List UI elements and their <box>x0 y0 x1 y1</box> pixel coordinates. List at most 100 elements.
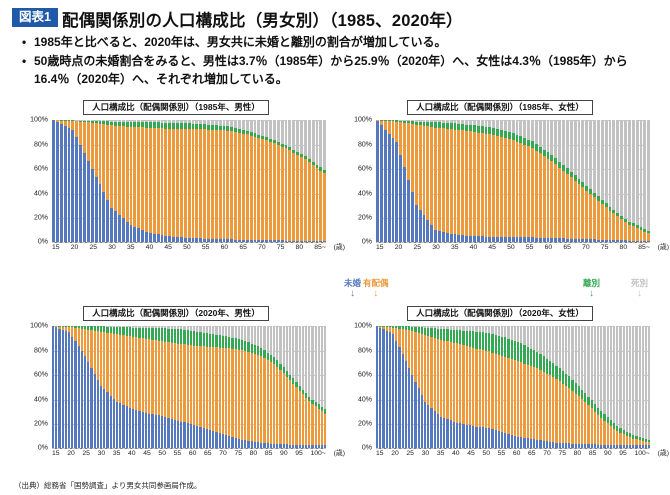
segment-未婚 <box>608 239 612 243</box>
x-tick-label: 45 <box>164 244 172 252</box>
segment-未婚 <box>110 207 113 243</box>
segment-離別 <box>417 327 420 333</box>
segment-有配偶 <box>71 327 74 337</box>
segment-未婚 <box>643 241 647 243</box>
segment-離別 <box>399 120 403 123</box>
segment-死別 <box>265 120 268 138</box>
segment-離別 <box>125 122 129 127</box>
segment-離別 <box>176 123 179 130</box>
segment-死別 <box>407 120 410 122</box>
segment-有配偶 <box>452 342 456 422</box>
segment-死別 <box>531 120 534 142</box>
segment-未婚 <box>532 439 536 449</box>
bar-age-21 <box>399 120 403 243</box>
segment-有配偶 <box>568 387 571 444</box>
bar-age-38 <box>449 326 452 449</box>
bar-age-17 <box>58 326 61 449</box>
bar-age-74 <box>240 326 244 449</box>
bar-age-17 <box>383 120 387 243</box>
segment-未婚 <box>388 332 392 449</box>
segment-有配偶 <box>488 351 491 429</box>
segment-未婚 <box>545 441 548 449</box>
segment-死別 <box>603 326 606 415</box>
bar-age-58 <box>542 120 546 243</box>
segment-離別 <box>183 329 186 345</box>
bar-age-87 <box>282 326 285 449</box>
segment-未婚 <box>116 401 119 449</box>
segment-有配偶 <box>480 133 484 237</box>
down-arrow-icon: ↓ <box>589 287 594 299</box>
segment-未婚 <box>55 122 59 243</box>
segment-離別 <box>77 326 80 329</box>
segment-未婚 <box>507 433 510 449</box>
bar-age-39 <box>145 120 148 243</box>
x-tick-label: 60 <box>512 450 521 458</box>
gridline <box>376 326 650 328</box>
segment-死別 <box>257 120 261 135</box>
segment-有配偶 <box>625 435 629 445</box>
bar-age-80 <box>303 120 307 243</box>
bar-age-76 <box>247 326 250 449</box>
bar-age-83 <box>593 326 597 449</box>
segment-離別 <box>250 343 253 353</box>
segment-死別 <box>172 120 175 123</box>
segment-未婚 <box>128 407 132 449</box>
segment-未婚 <box>298 444 301 449</box>
segment-離別 <box>132 327 135 337</box>
bar-age-16 <box>55 120 59 243</box>
bar-age-56 <box>534 120 538 243</box>
bar-age-70 <box>265 120 268 243</box>
segment-未婚 <box>590 444 593 449</box>
segment-離別 <box>109 326 112 334</box>
segment-有配偶 <box>90 330 93 368</box>
segment-未婚 <box>564 443 568 449</box>
bar-age-99 <box>321 326 324 449</box>
bar-age-89 <box>613 326 616 449</box>
segment-有配偶 <box>504 356 507 434</box>
segment-有配偶 <box>449 129 453 234</box>
segment-離別 <box>441 122 445 129</box>
segment-有配偶 <box>456 343 459 423</box>
bar-age-54 <box>500 326 504 449</box>
bar-age-42 <box>462 326 465 449</box>
segment-未婚 <box>79 145 82 243</box>
segment-有配偶 <box>228 348 231 437</box>
bar-age-49 <box>507 120 511 243</box>
x-tick-label: 15 <box>376 450 384 458</box>
segment-未婚 <box>639 240 643 243</box>
bar-age-82 <box>311 120 315 243</box>
segment-未婚 <box>284 240 288 243</box>
segment-離別 <box>507 338 510 358</box>
segment-離別 <box>480 126 484 134</box>
segment-離別 <box>300 153 303 157</box>
segment-死別 <box>410 120 414 122</box>
segment-死別 <box>98 120 102 122</box>
bar-age-50 <box>164 326 167 449</box>
bar-age-45 <box>492 120 496 243</box>
segment-死別 <box>170 326 173 329</box>
segment-有配偶 <box>523 144 527 238</box>
segment-死別 <box>469 120 472 125</box>
segment-有配偶 <box>215 347 218 433</box>
segment-未婚 <box>86 160 90 243</box>
segment-有配偶 <box>300 156 303 241</box>
segment-有配偶 <box>152 127 156 234</box>
segment-死別 <box>616 120 620 213</box>
bar-age-18 <box>387 120 391 243</box>
segment-有配偶 <box>106 332 109 393</box>
segment-未婚 <box>376 120 379 243</box>
segment-未婚 <box>488 428 491 449</box>
segment-有配偶 <box>647 233 651 242</box>
segment-死別 <box>202 326 205 333</box>
segment-有配偶 <box>465 130 468 236</box>
segment-離別 <box>323 170 327 174</box>
segment-有配偶 <box>170 342 173 419</box>
segment-離別 <box>292 149 296 153</box>
segment-死別 <box>321 326 324 407</box>
segment-未婚 <box>157 415 160 449</box>
segment-有配偶 <box>298 390 301 445</box>
segment-離別 <box>87 326 90 330</box>
segment-有配偶 <box>417 332 420 389</box>
segment-有配偶 <box>484 133 488 237</box>
segment-未婚 <box>132 409 135 449</box>
